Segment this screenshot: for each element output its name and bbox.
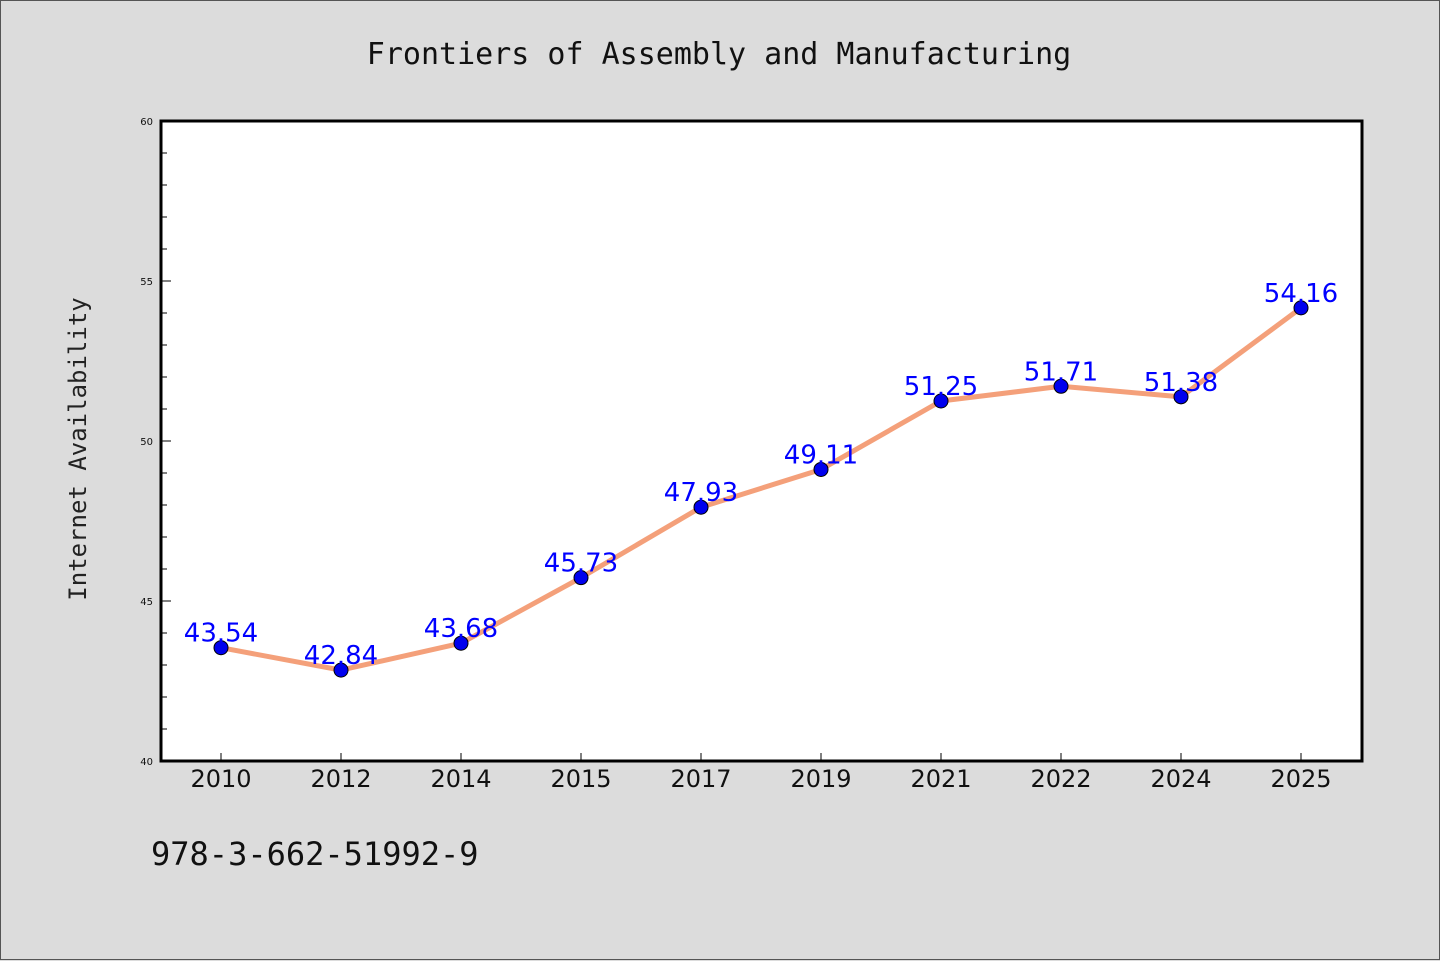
data-point [933, 393, 949, 409]
data-label: 51.71 [1024, 357, 1098, 387]
data-point [1293, 300, 1309, 316]
x-tick-label: 2015 [550, 765, 611, 793]
x-axis-ticks: 2010 2012 2014 2015 2017 2019 2021 2022 2024 2025 [190, 753, 1332, 793]
series-line [218, 305, 1304, 673]
x-tick-label: 2024 [1150, 765, 1211, 793]
y-axis-ticks: 40 45 50 55 60 [140, 117, 171, 768]
x-tick-label: 2010 [190, 765, 251, 793]
data-point [1173, 389, 1189, 405]
data-label: 42.84 [304, 641, 378, 671]
y-tick-label: 60 [140, 117, 153, 128]
data-labels: 43.54 42.84 43.68 45.73 47.93 49.11 51.25 51.71… [184, 279, 1338, 671]
y-tick-label: 55 [140, 277, 153, 288]
data-label: 43.54 [184, 619, 258, 649]
series-line-group [218, 305, 1304, 673]
x-tick-label: 2022 [1030, 765, 1091, 793]
x-tick-label: 2021 [910, 765, 971, 793]
data-point [333, 662, 349, 678]
x-tick-label: 2019 [790, 765, 851, 793]
data-point [453, 635, 469, 651]
x-tick-label: 2012 [310, 765, 371, 793]
y-tick-label: 50 [140, 437, 153, 448]
data-markers [213, 300, 1309, 678]
y-tick-label: 45 [140, 597, 153, 608]
data-label: 49.11 [784, 440, 858, 470]
x-tick-label: 2017 [670, 765, 731, 793]
x-tick-label: 2025 [1270, 765, 1331, 793]
data-label: 54.16 [1264, 279, 1338, 309]
y-tick-label: 40 [140, 757, 153, 768]
data-label: 43.68 [424, 614, 498, 644]
x-tick-label: 2014 [430, 765, 491, 793]
data-point [813, 461, 829, 477]
data-point [573, 570, 589, 586]
data-label: 47.93 [664, 478, 738, 508]
y-axis-label: Internet Availability [64, 297, 92, 600]
data-point [693, 499, 709, 515]
chart-title: Frontiers of Assembly and Manufacturing [367, 37, 1071, 72]
data-point [1053, 378, 1069, 394]
plot-area [159, 119, 1364, 763]
data-point [213, 640, 229, 656]
data-label: 51.38 [1144, 368, 1218, 398]
isbn-footnote: 978-3-662-51992-9 [151, 835, 479, 873]
data-label: 45.73 [544, 549, 618, 579]
data-label: 51.25 [904, 372, 978, 402]
